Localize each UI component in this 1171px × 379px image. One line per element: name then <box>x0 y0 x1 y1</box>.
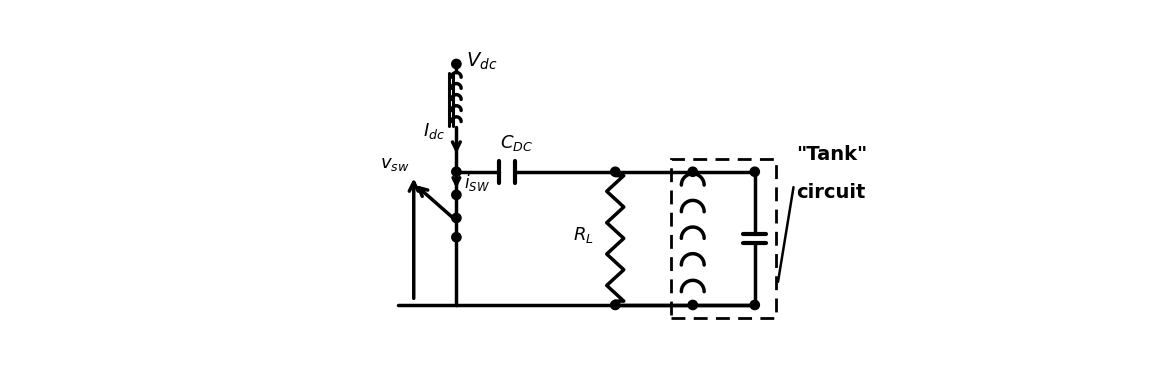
Text: "Tank": "Tank" <box>796 145 867 164</box>
Circle shape <box>452 167 461 176</box>
Circle shape <box>751 167 760 176</box>
Circle shape <box>689 300 698 310</box>
Bar <box>671 159 776 318</box>
Circle shape <box>610 300 619 310</box>
Text: $V_{dc}$: $V_{dc}$ <box>466 51 498 72</box>
Text: circuit: circuit <box>796 183 865 202</box>
Text: $I_{dc}$: $I_{dc}$ <box>423 121 445 141</box>
Circle shape <box>610 167 619 176</box>
Circle shape <box>452 233 461 242</box>
Circle shape <box>452 190 461 199</box>
Text: $i_{SW}$: $i_{SW}$ <box>464 172 489 193</box>
Text: $v_{sw}$: $v_{sw}$ <box>381 155 410 173</box>
Circle shape <box>452 60 461 69</box>
Circle shape <box>689 167 698 176</box>
Circle shape <box>452 213 461 222</box>
Text: $C_{DC}$: $C_{DC}$ <box>500 133 533 153</box>
Text: $R_L$: $R_L$ <box>573 224 594 244</box>
Circle shape <box>751 300 760 310</box>
